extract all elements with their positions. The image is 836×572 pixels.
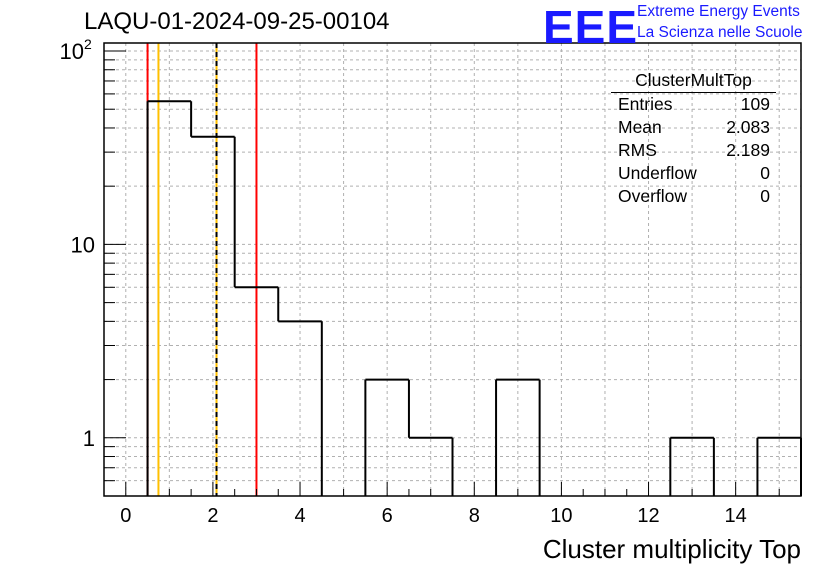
x-tick-label: 2 — [207, 505, 218, 527]
x-tick-label: 6 — [382, 505, 393, 527]
x-tick-label: 0 — [120, 505, 131, 527]
stats-label: Underflow — [618, 163, 697, 183]
stats-row-mean: Mean 2.083 — [610, 116, 776, 139]
stats-row-entries: Entries 109 — [610, 93, 776, 116]
y-tick-exponent: 2 — [84, 36, 92, 52]
stats-label: RMS — [618, 140, 657, 160]
x-tick-label: 4 — [294, 505, 305, 527]
stats-title: ClusterMultTop — [611, 70, 776, 93]
histogram-bin — [146, 100, 192, 496]
stats-value: 0 — [760, 163, 770, 183]
run-title: LAQU-01-2024-09-25-00104 — [84, 8, 390, 35]
eee-logo: EEE — [543, 1, 639, 53]
histogram-bin — [190, 101, 235, 138]
y-tick-label: 10 — [71, 232, 95, 257]
x-tick-label: 8 — [469, 505, 480, 527]
stats-row-underflow: Underflow 0 — [610, 162, 776, 185]
x-tick-label: 12 — [637, 505, 659, 527]
stats-label: Entries — [618, 94, 673, 114]
stats-label: Mean — [618, 117, 662, 137]
logo-line-1: Extreme Energy Events — [637, 3, 800, 20]
stats-value: 2.189 — [726, 140, 770, 160]
stats-row-overflow: Overflow 0 — [610, 185, 776, 208]
x-axis-label: Cluster multiplicity Top — [543, 534, 801, 564]
histogram-bin — [407, 379, 453, 439]
marker-lines — [146, 43, 258, 496]
x-tick-label: 10 — [550, 505, 572, 527]
histogram-bins — [146, 100, 802, 496]
x-tick-label: 14 — [725, 505, 747, 527]
stats-row-rms: RMS 2.189 — [610, 139, 776, 162]
histogram-bin — [233, 136, 279, 289]
logo-line-2: La Scienza nelle Scuole — [637, 24, 803, 41]
stats-value: 0 — [760, 186, 770, 206]
histogram-bin — [277, 287, 322, 323]
histogram-bin — [364, 378, 409, 496]
y-tick-label: 1 — [83, 426, 95, 451]
stats-box: ClusterMultTop Entries 109 Mean 2.083 RM… — [610, 70, 776, 208]
axis-ticks — [103, 50, 802, 496]
stats-value: 109 — [740, 94, 770, 114]
y-tick-label: 10 — [60, 39, 84, 64]
histogram-bin — [495, 378, 540, 496]
stats-label: Overflow — [618, 186, 688, 206]
stats-value: 2.083 — [726, 117, 770, 137]
histogram-bin — [669, 436, 714, 496]
